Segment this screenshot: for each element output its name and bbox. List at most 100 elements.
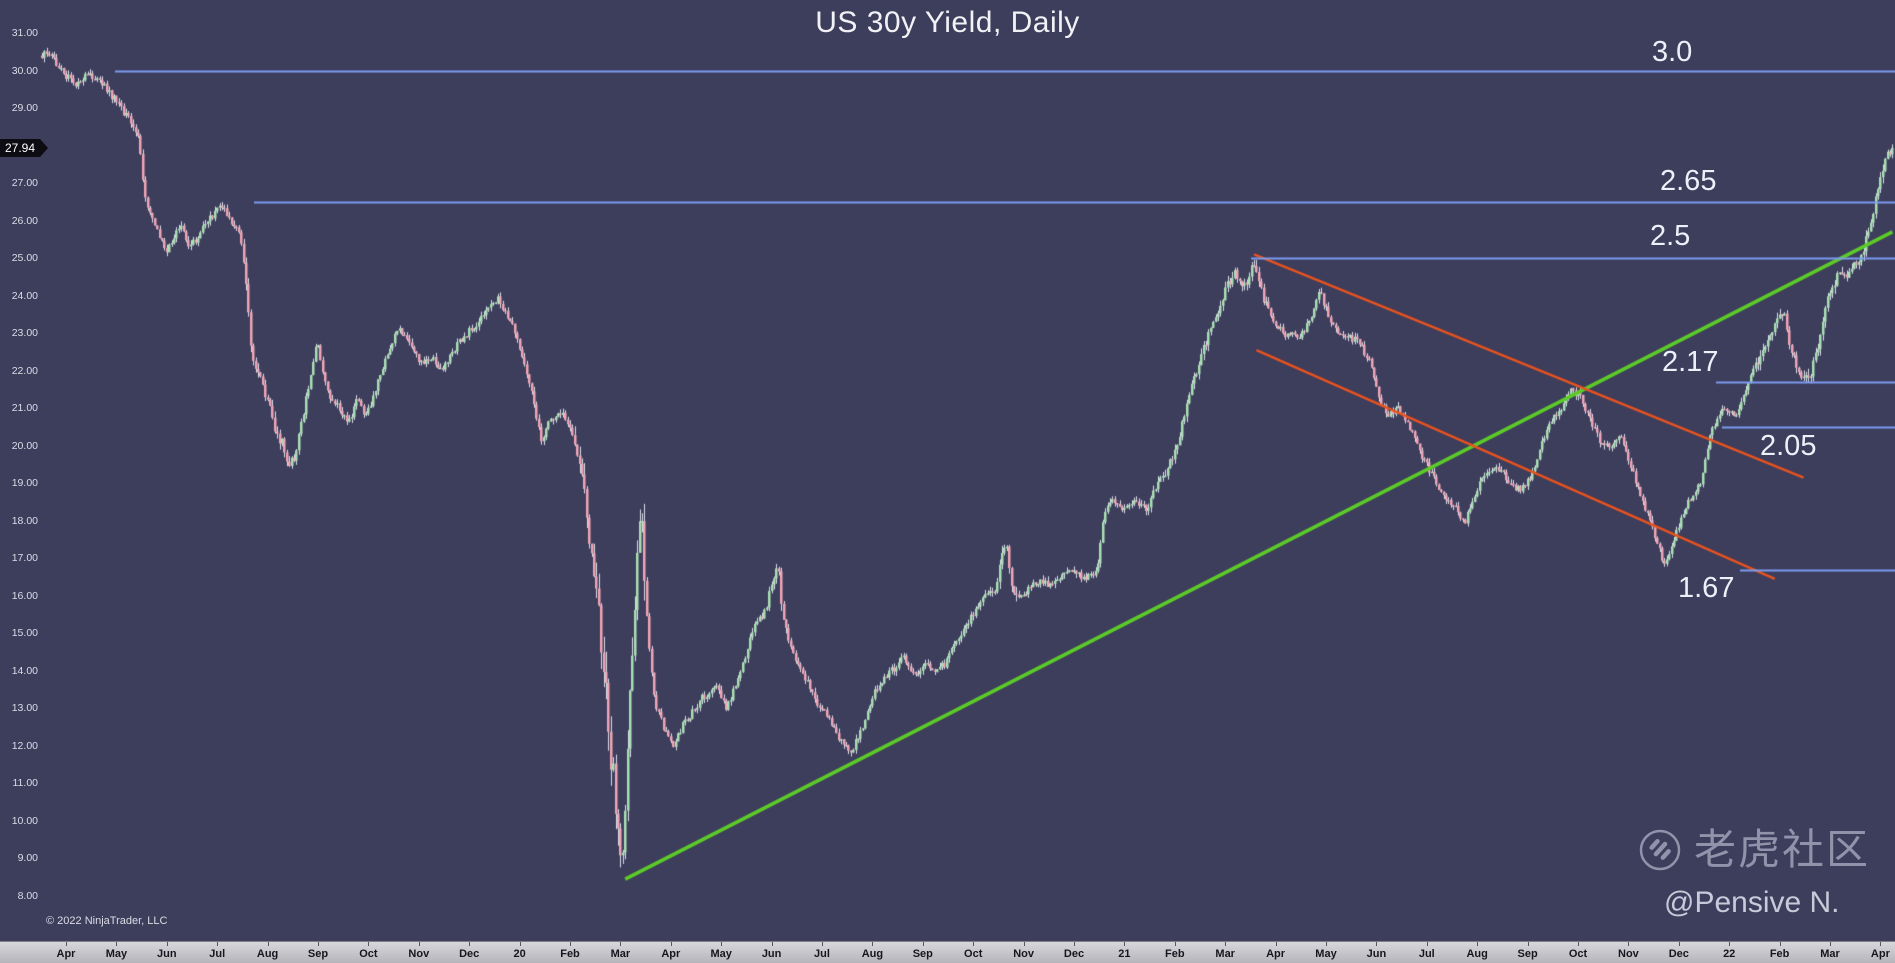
x-axis-tick-mark <box>166 942 168 946</box>
x-axis-tick-label: Jul <box>209 948 226 960</box>
x-axis-tick-label: May <box>105 948 128 960</box>
x-axis-tick-label: Nov <box>408 948 430 960</box>
x-axis-tick-label: Feb <box>560 948 580 960</box>
x-axis-tick-mark <box>368 942 370 946</box>
x-axis-tick-mark <box>217 942 219 946</box>
x-axis-tick-mark <box>1779 942 1781 946</box>
y-axis-tick-label: 9.00 <box>17 852 38 865</box>
x-axis-tick-label: Aug <box>861 948 884 960</box>
y-axis-tick-label: 23.00 <box>11 327 38 340</box>
level-label-2.17[interactable]: 2.17 <box>1662 346 1719 378</box>
x-axis-tick-mark <box>1174 942 1176 946</box>
x-axis-tick-label: Mar <box>1820 948 1840 960</box>
x-axis-tick-mark <box>1880 942 1882 946</box>
tiger-community-logo-icon <box>1639 829 1681 871</box>
x-axis-tick-mark <box>620 942 622 946</box>
y-axis-tick-label: 19.00 <box>11 477 38 490</box>
x-axis-tick-mark <box>822 942 823 946</box>
x-axis-tick-label: Apr <box>661 948 681 960</box>
watermark-community: 老虎社区 <box>1694 826 1871 873</box>
x-axis-tick-mark <box>1729 942 1731 946</box>
x-axis-tick-label: Jun <box>157 948 177 960</box>
x-axis-tick-mark <box>66 942 67 946</box>
y-axis-tick-label: 24.00 <box>11 289 38 302</box>
x-axis-tick-label: Mar <box>610 948 631 960</box>
y-axis-tick-label: 25.00 <box>11 252 38 265</box>
x-axis-tick-mark <box>1074 942 1075 946</box>
x-axis-tick-label: Nov <box>1013 948 1034 960</box>
copyright-text: © 2022 NinjaTrader, LLC <box>46 915 168 927</box>
x-axis-tick-label: Jun <box>761 948 782 960</box>
y-axis[interactable]: 31.0030.0029.0028.0027.0026.0025.0024.00… <box>0 0 42 941</box>
y-axis-tick-label: 13.00 <box>11 702 38 715</box>
x-axis-tick-label: Sep <box>307 948 329 960</box>
x-axis-tick-mark <box>1578 942 1579 946</box>
level-label-1.67[interactable]: 1.67 <box>1678 572 1735 604</box>
x-axis-tick-label: Apr <box>1870 948 1890 960</box>
x-axis-tick-mark <box>519 942 521 946</box>
x-axis-tick-label: Aug <box>256 948 279 960</box>
x-axis-tick-mark <box>1225 942 1227 946</box>
x-axis-tick-label: May <box>1315 948 1337 960</box>
y-axis-tick-label: 15.00 <box>11 627 38 640</box>
y-axis-tick-label: 17.00 <box>11 552 38 565</box>
x-axis-tick-mark <box>469 942 471 946</box>
x-axis-tick-mark <box>872 942 874 946</box>
y-axis-tick-label: 16.00 <box>11 589 38 602</box>
x-axis-tick-label: Mar <box>1215 948 1235 960</box>
x-axis-tick-label: Nov <box>1618 948 1639 960</box>
x-axis-tick-label: Apr <box>1266 948 1286 960</box>
x-axis-tick-label: Oct <box>964 948 983 960</box>
y-axis-tick-label: 8.00 <box>17 889 38 902</box>
x-axis-tick-label: Dec <box>1063 948 1085 960</box>
x-axis-tick-label: May <box>710 948 732 960</box>
y-axis-tick-label: 21.00 <box>11 402 38 415</box>
level-label-2.65[interactable]: 2.65 <box>1660 165 1717 197</box>
watermark: 老虎社区 @Pensive N. <box>1638 828 1870 920</box>
y-axis-tick-label: 14.00 <box>11 664 38 677</box>
x-axis-tick-mark <box>1527 942 1529 946</box>
x-axis-tick-label: Jul <box>814 948 830 960</box>
x-axis-tick-mark <box>1023 942 1025 946</box>
x-axis-tick-mark <box>1477 942 1479 946</box>
x-axis-tick-label: Jun <box>1366 948 1387 960</box>
x-axis-tick-label: Jul <box>1418 948 1435 960</box>
x-axis-tick-mark <box>116 942 118 946</box>
x-axis-tick-mark <box>418 942 420 946</box>
x-axis[interactable]: Apr May Jun Jul Aug Sep Oct Nov Dec 20 Feb Mar Apr Ma… <box>0 941 1895 963</box>
level-label-3.0[interactable]: 3.0 <box>1652 36 1693 68</box>
x-axis-tick-label: Apr <box>56 948 76 960</box>
x-axis-tick-label: 22 <box>1723 948 1736 960</box>
x-axis-tick-label: Dec <box>459 948 480 960</box>
x-axis-tick-mark <box>721 942 723 946</box>
x-axis-tick-mark <box>1426 942 1428 946</box>
x-axis-tick-mark <box>267 942 269 946</box>
y-axis-tick-label: 31.00 <box>11 27 38 39</box>
x-axis-tick-mark <box>670 942 672 946</box>
x-axis-tick-label: 21 <box>1118 948 1131 960</box>
level-label-2.5[interactable]: 2.5 <box>1650 220 1691 252</box>
y-axis-tick-label: 11.00 <box>12 777 39 790</box>
x-axis-tick-mark <box>318 942 319 946</box>
x-axis-tick-label: Oct <box>359 948 378 960</box>
y-axis-tick-label: 29.00 <box>11 102 38 115</box>
y-axis-tick-label: 27.00 <box>11 177 38 190</box>
price-tag-arrow-icon <box>40 138 48 157</box>
x-axis-tick-mark <box>1124 942 1126 946</box>
x-axis-tick-label: Feb <box>1769 948 1790 960</box>
x-axis-tick-label: Sep <box>1517 948 1538 960</box>
y-axis-tick-label: 20.00 <box>11 439 38 452</box>
y-axis-tick-label: 26.00 <box>11 214 38 227</box>
x-axis-tick-label: Aug <box>1466 948 1488 960</box>
y-axis-tick-label: 30.00 <box>11 64 38 77</box>
level-label-2.05[interactable]: 2.05 <box>1760 430 1817 462</box>
x-axis-tick-mark <box>1830 942 1831 946</box>
x-axis-tick-label: 20 <box>513 948 526 960</box>
x-axis-tick-mark <box>570 942 571 946</box>
y-axis-tick-label: 12.00 <box>11 739 38 752</box>
x-axis-tick-mark <box>1678 942 1680 946</box>
x-axis-tick-mark <box>973 942 975 946</box>
x-axis-tick-label: Sep <box>912 948 933 960</box>
